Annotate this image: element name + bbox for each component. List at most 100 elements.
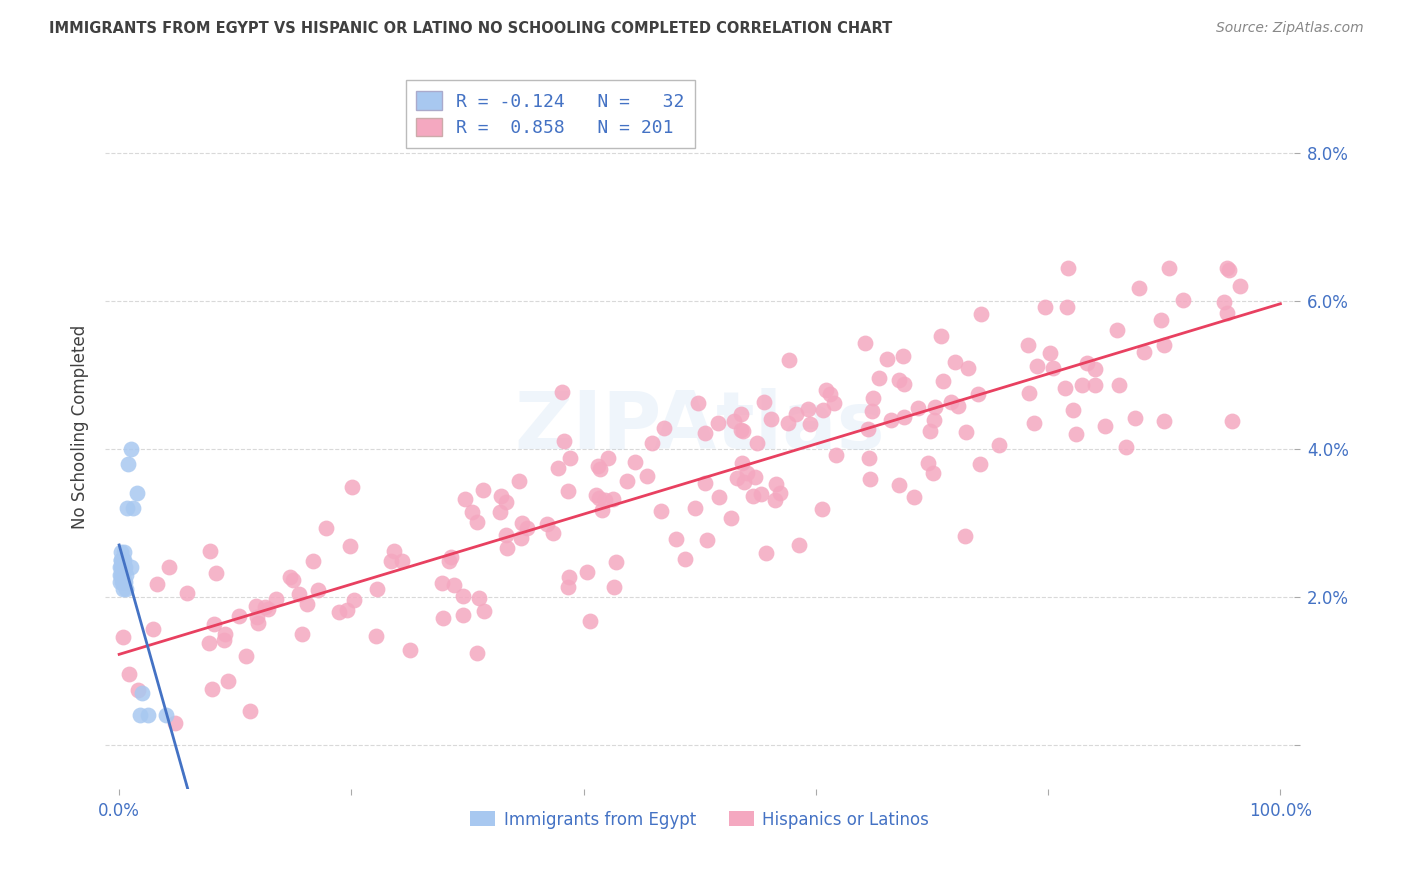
Point	[862, 392, 884, 406]
Point	[641, 436, 664, 450]
Point	[120, 442, 142, 456]
Point	[891, 349, 914, 363]
Point	[1026, 359, 1049, 374]
Point	[342, 480, 364, 494]
Point	[460, 505, 482, 519]
Point	[111, 560, 134, 574]
Point	[1056, 300, 1078, 314]
Point	[1218, 263, 1240, 277]
Point	[735, 467, 758, 481]
Point	[315, 521, 337, 535]
Point	[591, 502, 613, 516]
Point	[110, 553, 132, 567]
Point	[953, 529, 976, 543]
Point	[553, 434, 575, 449]
Point	[328, 605, 350, 619]
Point	[256, 602, 278, 616]
Point	[1039, 346, 1062, 360]
Point	[820, 386, 842, 401]
Point	[163, 715, 186, 730]
Point	[142, 623, 165, 637]
Point	[176, 586, 198, 600]
Point	[246, 610, 269, 624]
Point	[110, 545, 132, 559]
Point	[339, 540, 361, 554]
Point	[787, 538, 810, 552]
Point	[112, 575, 135, 590]
Point	[111, 567, 134, 582]
Point	[589, 462, 612, 476]
Point	[468, 591, 491, 605]
Point	[887, 373, 910, 387]
Point	[652, 421, 675, 435]
Point	[115, 582, 138, 597]
Point	[1033, 300, 1056, 314]
Point	[616, 474, 638, 488]
Point	[1171, 293, 1194, 307]
Point	[198, 635, 221, 649]
Point	[1057, 261, 1080, 276]
Point	[465, 646, 488, 660]
Point	[547, 461, 569, 475]
Point	[673, 551, 696, 566]
Point	[776, 417, 799, 431]
Point	[471, 483, 494, 498]
Point	[443, 578, 465, 592]
Point	[1018, 385, 1040, 400]
Point	[307, 583, 329, 598]
Point	[557, 580, 579, 594]
Point	[924, 400, 946, 414]
Point	[853, 335, 876, 350]
Point	[110, 575, 132, 590]
Point	[823, 395, 845, 409]
Point	[557, 484, 579, 499]
Point	[217, 674, 239, 689]
Point	[145, 577, 167, 591]
Point	[1212, 295, 1234, 310]
Point	[201, 682, 224, 697]
Point	[924, 413, 946, 427]
Point	[1153, 338, 1175, 352]
Point	[744, 470, 766, 484]
Point	[578, 614, 600, 628]
Point	[1076, 356, 1098, 370]
Point	[586, 459, 609, 474]
Point	[117, 501, 139, 516]
Text: ZIPAtlas: ZIPAtlas	[515, 388, 886, 466]
Point	[1128, 281, 1150, 295]
Point	[763, 493, 786, 508]
Point	[516, 521, 538, 535]
Point	[212, 633, 235, 648]
Point	[765, 477, 787, 491]
Point	[432, 611, 454, 625]
Point	[957, 361, 980, 376]
Point	[665, 532, 688, 546]
Point	[602, 492, 624, 507]
Point	[1042, 360, 1064, 375]
Point	[432, 575, 454, 590]
Point	[301, 554, 323, 568]
Point	[1216, 306, 1239, 320]
Point	[512, 516, 534, 530]
Point	[495, 527, 517, 541]
Point	[636, 469, 658, 483]
Point	[893, 409, 915, 424]
Point	[384, 544, 406, 558]
Point	[288, 587, 311, 601]
Point	[733, 475, 755, 490]
Point	[111, 582, 134, 597]
Point	[778, 352, 800, 367]
Point	[876, 352, 898, 367]
Point	[742, 489, 765, 503]
Point	[858, 422, 880, 436]
Point	[1084, 378, 1107, 392]
Point	[112, 575, 135, 590]
Point	[472, 604, 495, 618]
Text: Source: ZipAtlas.com: Source: ZipAtlas.com	[1216, 21, 1364, 35]
Point	[235, 648, 257, 663]
Point	[495, 541, 517, 555]
Point	[797, 402, 820, 417]
Point	[112, 553, 135, 567]
Point	[1229, 278, 1251, 293]
Point	[202, 616, 225, 631]
